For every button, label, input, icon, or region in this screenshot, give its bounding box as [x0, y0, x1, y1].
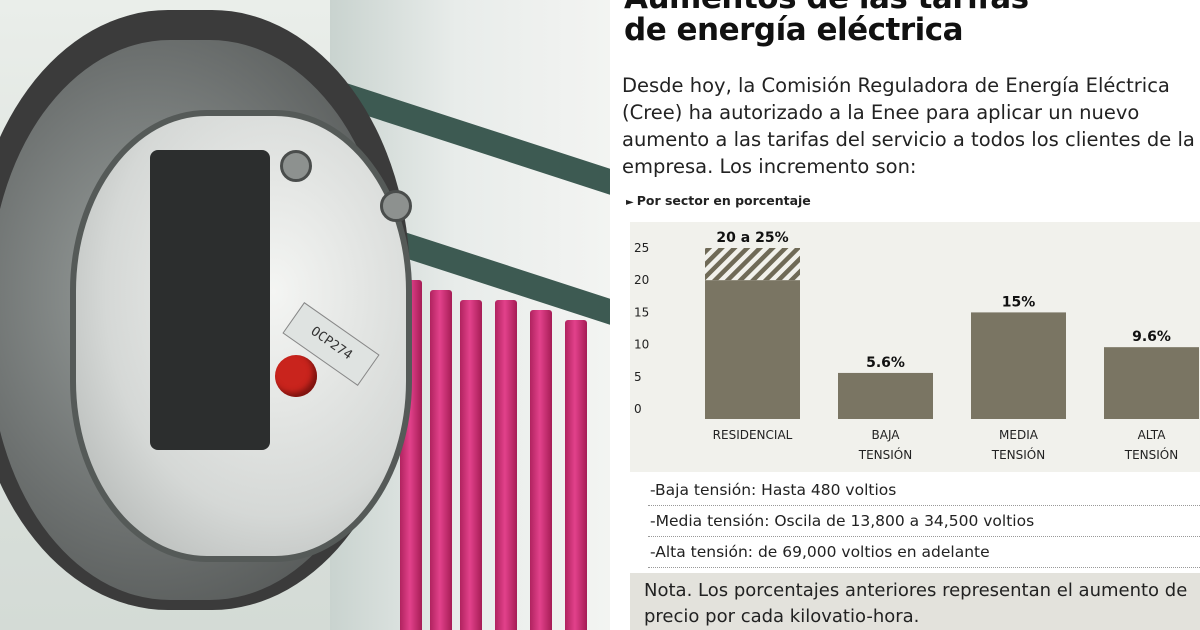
y-tick-label: 5 — [634, 370, 642, 384]
bar-chart-area: 0 5 10 15 20 25 20 a 25% RESIDENCIAL 5.6% BAJA TEN… — [630, 222, 1200, 472]
photo-pink-bar — [460, 300, 482, 630]
data-label: 5.6% — [866, 355, 905, 371]
meter-seal — [275, 355, 317, 397]
bar — [705, 280, 800, 419]
footnote-box: Nota. Los porcentajes anteriores represe… — [630, 573, 1200, 630]
bar — [1104, 347, 1199, 419]
y-tick-label: 15 — [634, 305, 649, 319]
data-label: 9.6% — [1132, 329, 1171, 345]
bar-range-hatched — [705, 248, 800, 281]
x-tick-label: TENSIÓN — [1124, 447, 1178, 462]
meter-screw — [280, 150, 312, 182]
bar — [971, 312, 1066, 419]
triangle-bullet-icon: ► — [626, 197, 634, 208]
y-tick-label: 20 — [634, 273, 649, 287]
y-tick-label: 0 — [634, 402, 642, 416]
meter-screw — [380, 190, 412, 222]
bar-chart: 0 5 10 15 20 25 20 a 25% RESIDENCIAL 5.6% BAJA TEN… — [630, 230, 1200, 462]
note-line: -Media tensión: Oscila de 13,800 a 34,50… — [648, 506, 1200, 537]
headline-line-2: de energía eléctrica — [624, 12, 964, 48]
photo-pink-bar — [495, 300, 517, 630]
photo-pink-bar — [530, 310, 552, 630]
note-line: -Alta tensión: de 69,000 voltios en adel… — [648, 537, 1200, 568]
x-tick-label: TENSIÓN — [991, 447, 1045, 462]
voltage-notes: -Baja tensión: Hasta 480 voltios -Media … — [648, 475, 1200, 568]
y-tick-label: 10 — [634, 338, 649, 352]
info-panel: Aumentos de las tarifas de energía eléct… — [610, 0, 1200, 630]
x-tick-label: ALTA — [1138, 428, 1167, 442]
bar — [838, 372, 933, 419]
chart-subtitle-text: Por sector en porcentaje — [636, 193, 811, 208]
data-label: 15% — [1002, 294, 1036, 310]
photo-pink-bar — [430, 290, 452, 630]
headline-line-1: Aumentos de las tarifas — [624, 0, 1029, 16]
x-tick-label: MEDIA — [999, 428, 1039, 442]
x-tick-label: RESIDENCIAL — [713, 428, 793, 442]
x-tick-label: TENSIÓN — [858, 447, 912, 462]
note-line: -Baja tensión: Hasta 480 voltios — [648, 475, 1200, 506]
data-label: 20 a 25% — [716, 230, 788, 246]
photo-pink-bar — [565, 320, 587, 630]
chart-subtitle: ► Por sector en porcentaje — [626, 193, 811, 208]
intro-paragraph: Desde hoy, la Comisión Reguladora de Ene… — [622, 74, 1195, 178]
y-tick-label: 25 — [634, 241, 649, 255]
meter-block — [150, 150, 270, 450]
x-tick-label: BAJA — [872, 428, 901, 442]
electric-meter-photo: OCP274 — [0, 0, 610, 630]
